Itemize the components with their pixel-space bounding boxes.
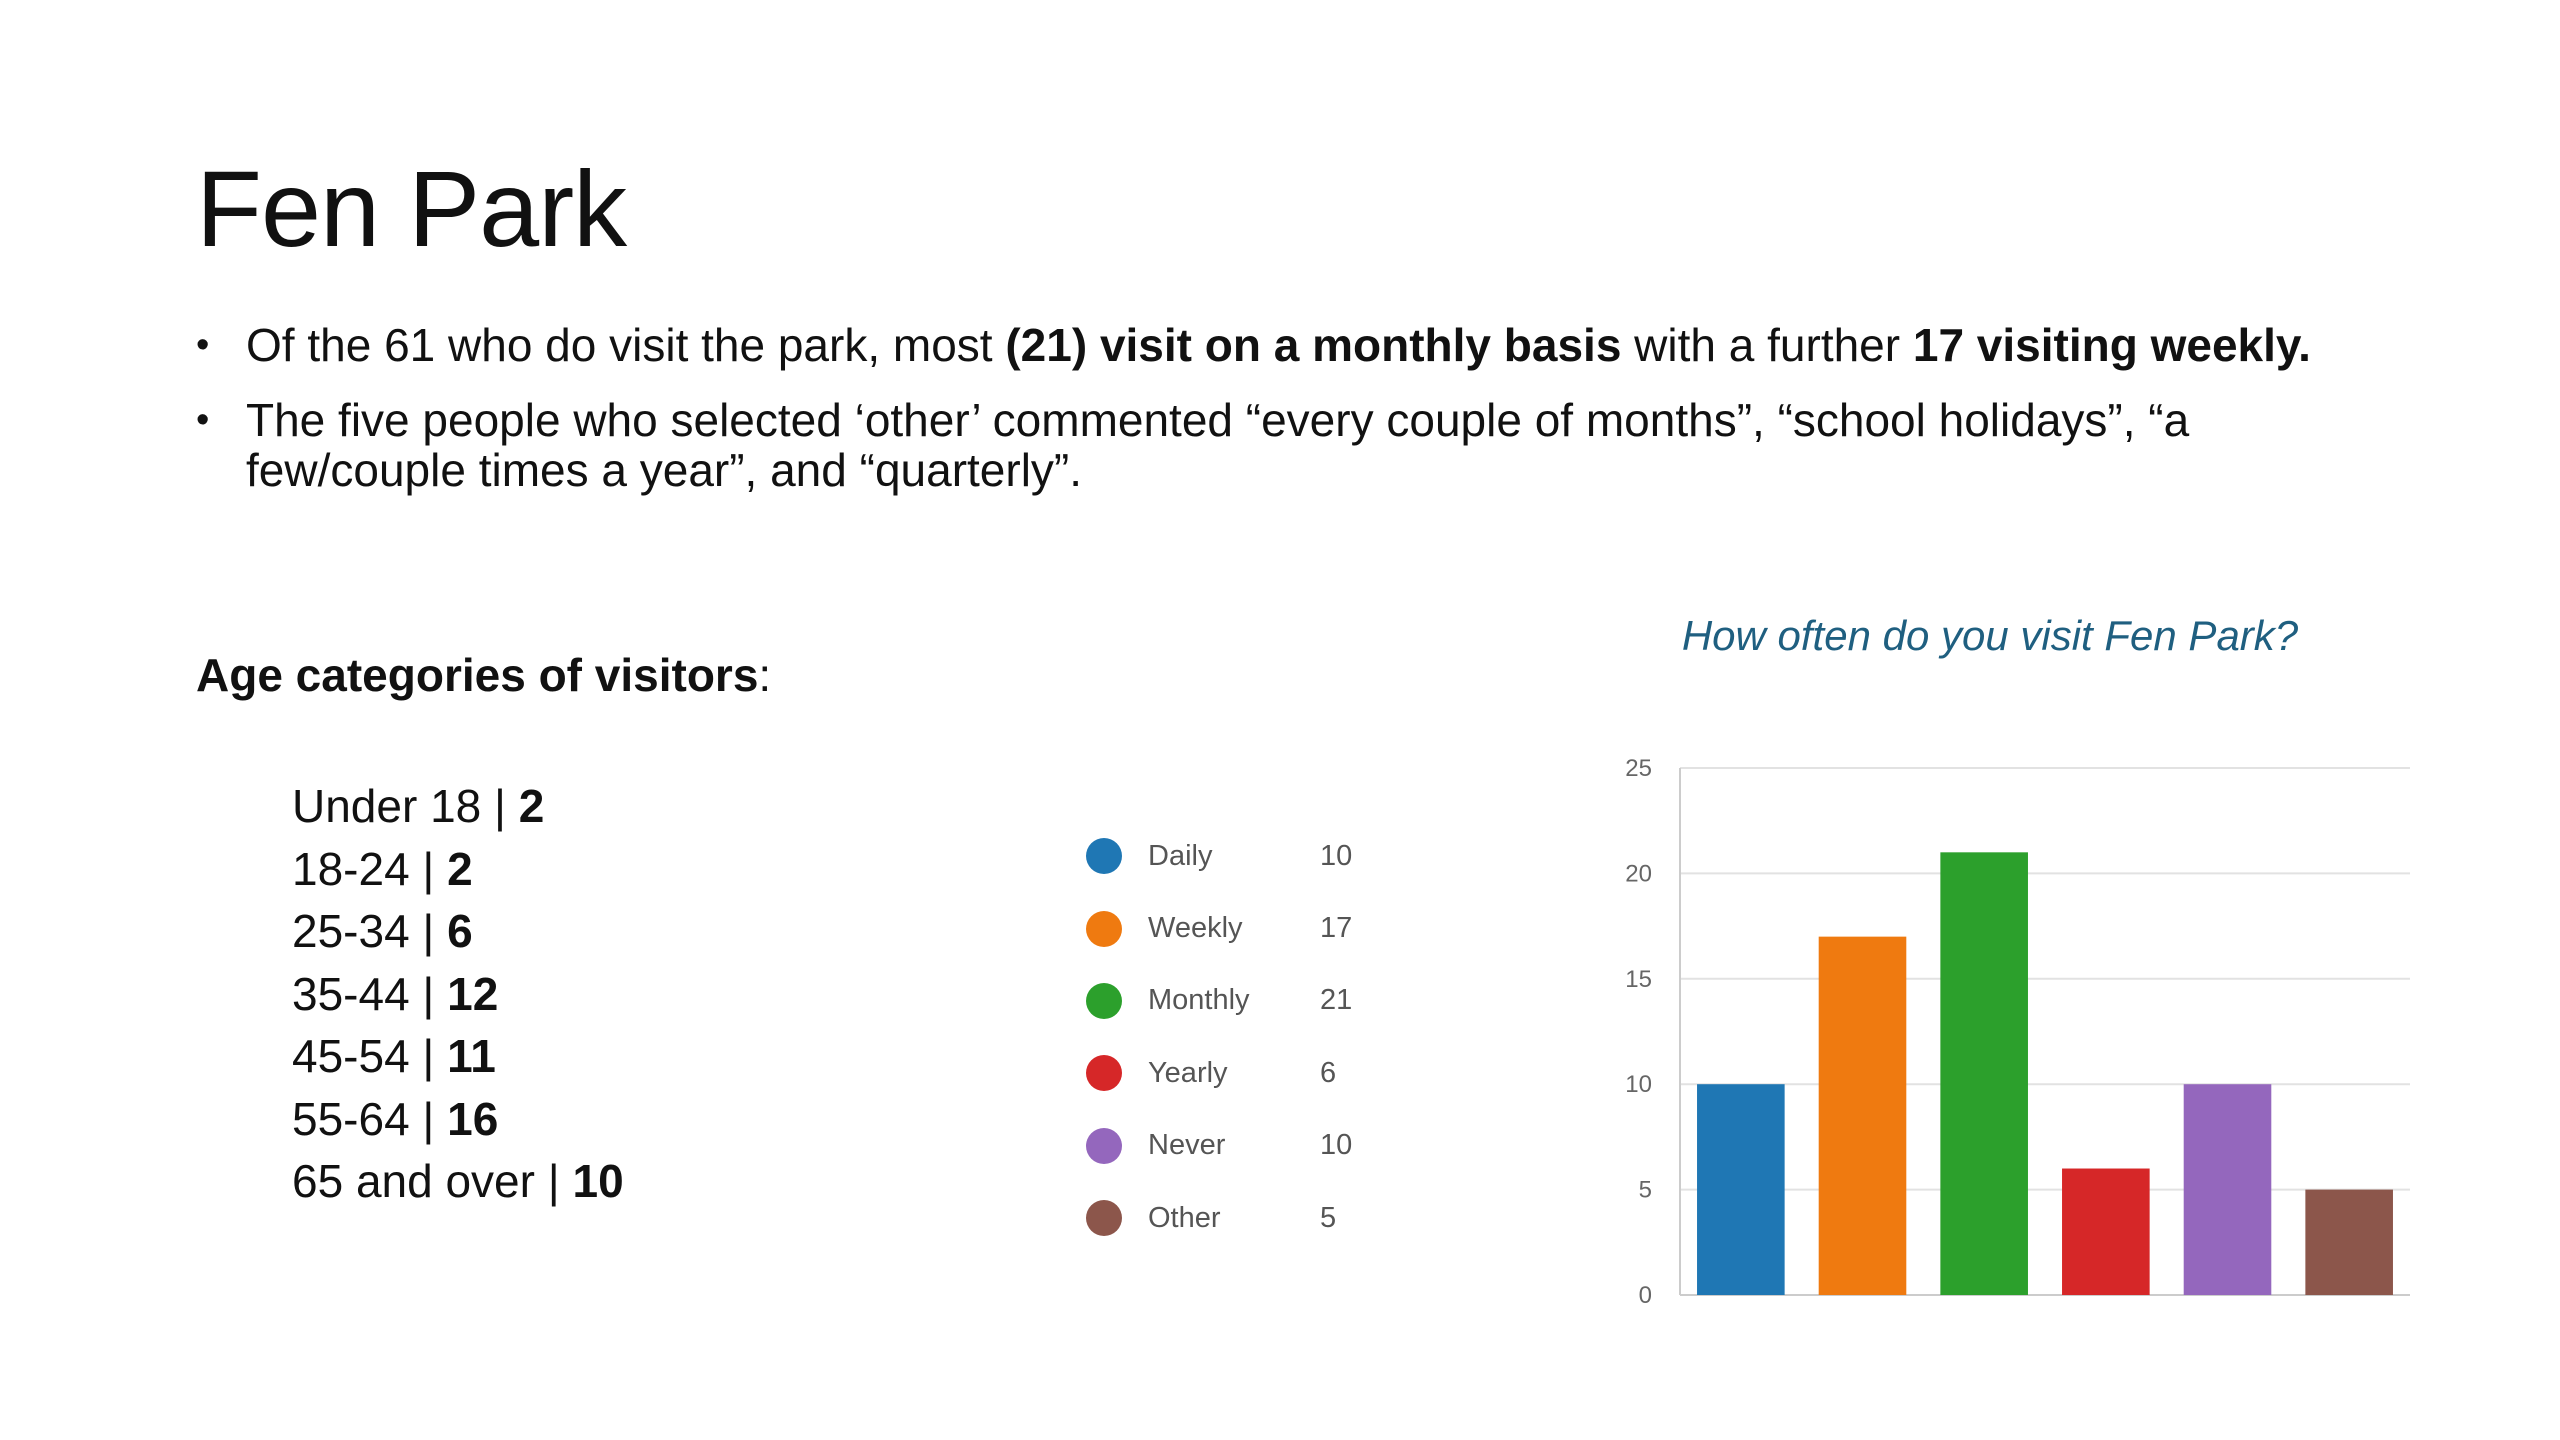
age-count: 12 (447, 967, 499, 1020)
legend-swatch (1086, 1127, 1122, 1164)
bar-other (2305, 1189, 2393, 1295)
chart-title: How often do you visit Fen Park? (1681, 612, 2299, 659)
age-label: 18-24 (292, 842, 410, 895)
age-heading: Age categories of visitors: (196, 648, 771, 702)
legend-item-weekly: Weekly 17 (1086, 892, 1380, 964)
age-separator: | (409, 1092, 448, 1145)
age-label: 55-64 (292, 1092, 410, 1145)
bullet-text-bold: (21) visit on a monthly basis (1005, 319, 1622, 371)
bullet-item: • Of the 61 who do visit the park, most … (196, 320, 2376, 370)
legend-swatch (1086, 982, 1122, 1019)
age-separator: | (409, 967, 448, 1020)
bar-yearly (2062, 1168, 2150, 1295)
legend-swatch (1086, 838, 1122, 875)
legend-label: Yearly (1148, 1056, 1228, 1089)
age-item: 25-34 | 6 (292, 900, 624, 963)
legend-count: 6 (1320, 1056, 1337, 1089)
age-count: 2 (518, 780, 545, 832)
y-tick-label: 10 (1625, 1071, 1652, 1098)
y-tick-label: 5 (1639, 1177, 1652, 1204)
age-item: 45-54 | 11 (292, 1025, 624, 1088)
age-count: 10 (572, 1155, 624, 1207)
age-item: 55-64 | 16 (292, 1088, 624, 1151)
legend-swatch (1086, 1055, 1122, 1092)
slide-title: Fen Park (196, 148, 627, 269)
age-label: 65 and over (292, 1155, 535, 1207)
age-label: Under 18 (292, 780, 482, 832)
chart-legend: Daily 10 Weekly 17 Monthly 21 Yearly 6 Never 10 Ot… (1086, 820, 1380, 1254)
age-separator: | (481, 780, 519, 832)
legend-item-monthly: Monthly 21 (1086, 965, 1380, 1037)
age-label: 25-34 (292, 905, 410, 957)
legend-item-yearly: Yearly 6 (1086, 1037, 1380, 1109)
age-item: 65 and over | 10 (292, 1150, 624, 1213)
legend-label: Never (1148, 1129, 1226, 1162)
age-label: 35-44 (292, 967, 410, 1020)
age-count: 2 (447, 842, 473, 895)
legend-count: 17 (1320, 912, 1353, 945)
bullet-item: • The five people who selected ‘other’ c… (196, 395, 2376, 495)
age-heading-text: Age categories of visitors (196, 649, 759, 701)
legend-count: 5 (1320, 1201, 1337, 1234)
legend-swatch (1086, 1200, 1122, 1237)
age-item: 18-24 | 2 (292, 838, 624, 901)
legend-count: 21 (1320, 984, 1353, 1017)
legend-label: Weekly (1148, 912, 1243, 945)
legend-item-daily: Daily 10 (1086, 820, 1380, 892)
age-item: 35-44 | 12 (292, 963, 624, 1026)
bullet-text: with a further (1621, 319, 1913, 371)
age-separator: | (409, 842, 448, 895)
bullet-dot: • (196, 324, 210, 366)
y-tick-label: 0 (1639, 1282, 1652, 1309)
age-separator: | (534, 1155, 573, 1207)
age-list: Under 18 | 2 18-24 | 2 25-34 | 6 35-44 |… (292, 775, 624, 1213)
y-tick-label: 20 (1625, 860, 1652, 887)
legend-label: Monthly (1148, 984, 1250, 1017)
bullet-text-bold: 17 visiting weekly. (1912, 319, 2311, 371)
bullet-text: Of the 61 who do visit the park, most (246, 319, 1006, 371)
age-label: 45-54 (292, 1030, 410, 1082)
bullet-list: • Of the 61 who do visit the park, most … (196, 320, 2376, 520)
age-separator: | (409, 905, 448, 957)
bar-never (2183, 1084, 2272, 1295)
age-count: 11 (447, 1030, 496, 1082)
age-separator: | (409, 1030, 448, 1082)
bar-daily (1697, 1084, 1785, 1295)
bullet-text: The five people who selected ‘other’ com… (246, 394, 2190, 496)
legend-item-other: Other 5 (1086, 1182, 1380, 1254)
bar-monthly (1940, 852, 2028, 1295)
age-count: 16 (447, 1092, 499, 1145)
legend-count: 10 (1320, 1129, 1353, 1162)
legend-label: Other (1148, 1201, 1221, 1234)
legend-count: 10 (1320, 839, 1353, 872)
y-tick-label: 25 (1625, 755, 1652, 782)
age-item: Under 18 | 2 (292, 775, 624, 838)
legend-item-never: Never 10 (1086, 1110, 1380, 1182)
bullet-dot: • (196, 399, 210, 441)
bar-chart: 0 5 10 15 20 25 (1625, 755, 2410, 1309)
age-count: 6 (447, 905, 473, 957)
age-heading-colon: : (758, 649, 772, 701)
y-tick-label: 15 (1625, 966, 1652, 993)
legend-label: Daily (1148, 839, 1213, 872)
bar-weekly (1818, 936, 1907, 1295)
legend-swatch (1086, 910, 1122, 947)
